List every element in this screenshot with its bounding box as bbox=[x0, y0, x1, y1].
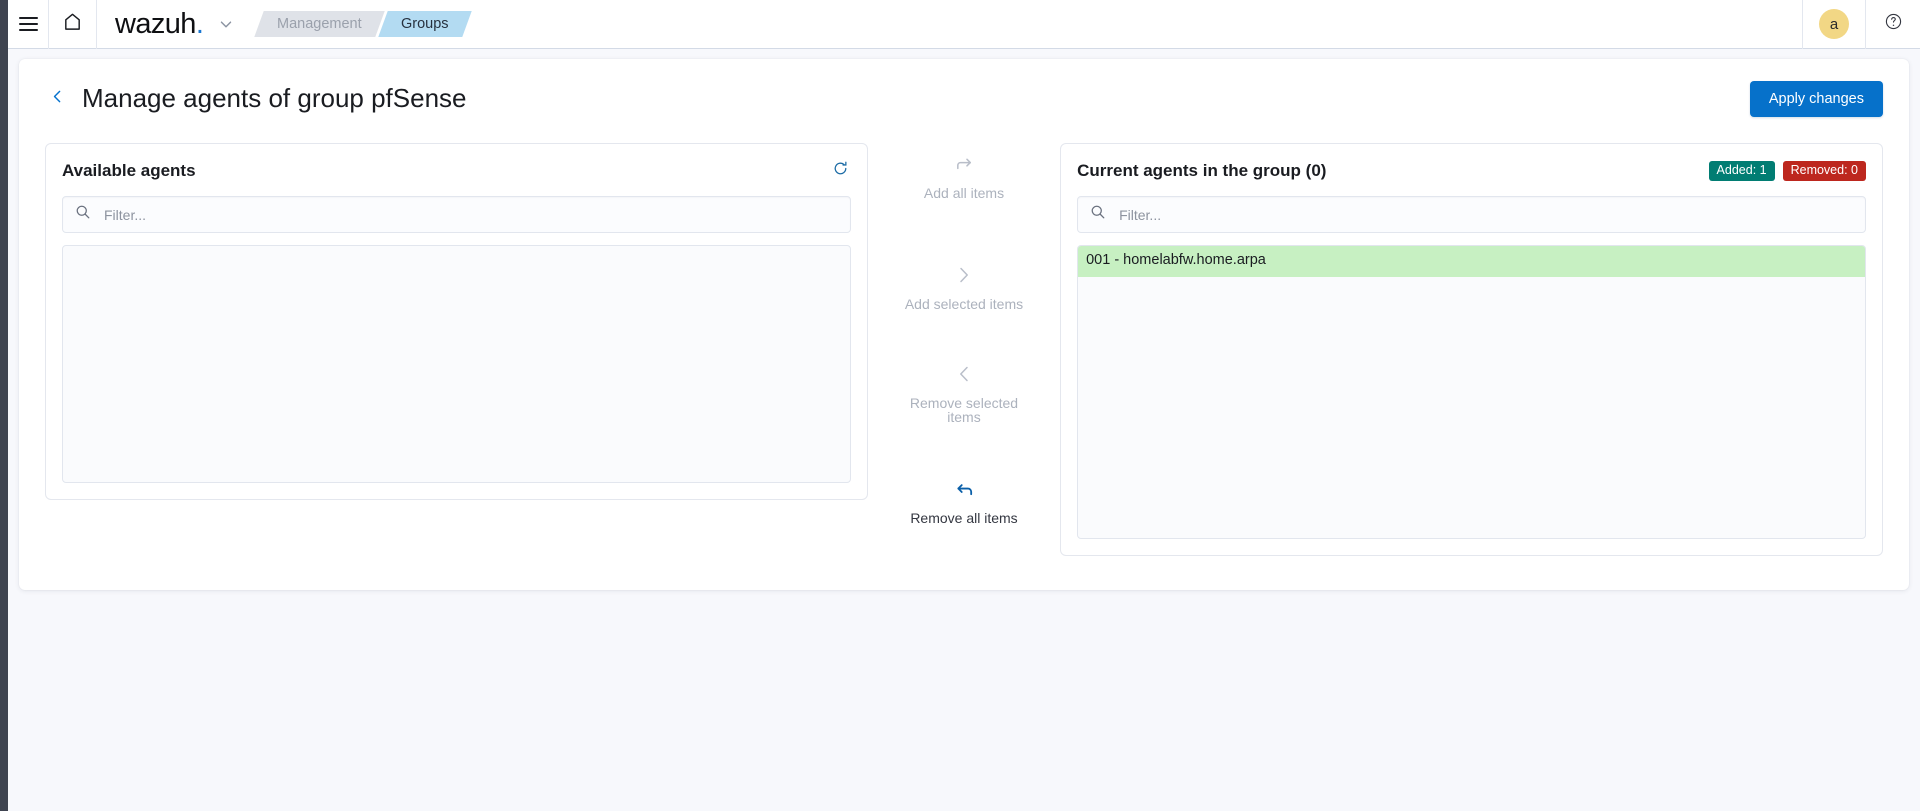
home-icon bbox=[62, 11, 83, 37]
breadcrumb: Management Groups bbox=[254, 11, 472, 37]
collapsed-nav-rail bbox=[0, 0, 8, 811]
available-agents-panel: Available agents bbox=[45, 143, 868, 500]
avatar: a bbox=[1819, 9, 1849, 39]
status-badge-removed: Removed: 0 bbox=[1782, 161, 1866, 181]
add-selected-items-button[interactable]: Add selected items bbox=[895, 262, 1033, 311]
list-item[interactable]: 001 - homelabfw.home.arpa bbox=[1078, 246, 1865, 277]
arrow-undo-icon bbox=[954, 476, 975, 502]
search-icon bbox=[75, 204, 91, 225]
current-agents-list[interactable]: 001 - homelabfw.home.arpa bbox=[1077, 245, 1866, 539]
available-agents-title: Available agents bbox=[62, 161, 196, 180]
help-circle-icon bbox=[1884, 12, 1903, 36]
wazuh-wordmark: wazuh. bbox=[115, 7, 204, 40]
change-badges: Added: 1 Removed: 0 bbox=[1708, 161, 1866, 181]
remove-selected-items-button[interactable]: Remove selected items bbox=[895, 361, 1033, 424]
hamburger-menu-button[interactable] bbox=[0, 0, 49, 49]
available-agents-filter-input[interactable] bbox=[102, 197, 838, 232]
user-menu-button[interactable]: a bbox=[1803, 0, 1865, 49]
wazuh-logo[interactable]: wazuh. bbox=[97, 0, 247, 49]
status-badge-added: Added: 1 bbox=[1708, 161, 1775, 181]
home-button[interactable] bbox=[49, 0, 97, 49]
add-selected-items-label: Add selected items bbox=[904, 296, 1024, 312]
help-button[interactable] bbox=[1866, 0, 1920, 49]
chevron-right-icon bbox=[953, 262, 975, 288]
page-body: Manage agents of group pfSense Apply cha… bbox=[8, 49, 1920, 811]
chevron-left-icon bbox=[953, 361, 975, 387]
content-panel: Manage agents of group pfSense Apply cha… bbox=[19, 59, 1909, 590]
header-right-actions: a bbox=[1802, 0, 1920, 49]
remove-all-items-button[interactable]: Remove all items bbox=[895, 476, 1033, 525]
current-agents-header: Current agents in the group (0) Added: 1… bbox=[1077, 158, 1866, 184]
chevron-down-icon[interactable] bbox=[217, 15, 235, 33]
search-icon bbox=[1090, 204, 1106, 225]
available-agents-filter[interactable] bbox=[62, 196, 851, 233]
page-title-row: Manage agents of group pfSense Apply cha… bbox=[45, 81, 1883, 117]
current-agents-filter-input[interactable] bbox=[1117, 197, 1853, 232]
breadcrumb-item-groups[interactable]: Groups bbox=[378, 11, 472, 37]
breadcrumb-item-management[interactable]: Management bbox=[254, 11, 385, 37]
refresh-icon bbox=[832, 160, 849, 182]
hamburger-menu-icon bbox=[18, 17, 38, 31]
available-agents-header: Available agents bbox=[62, 158, 851, 184]
current-agents-filter[interactable] bbox=[1077, 196, 1866, 233]
add-all-items-label: Add all items bbox=[923, 185, 1005, 201]
agents-transfer-widget: Available agents bbox=[45, 143, 1883, 556]
current-agents-panel: Current agents in the group (0) Added: 1… bbox=[1060, 143, 1883, 556]
header-divider bbox=[1865, 0, 1866, 49]
current-agents-title: Current agents in the group (0) bbox=[1077, 161, 1327, 180]
global-header: wazuh. Management Groups a bbox=[0, 0, 1920, 49]
remove-all-items-label: Remove all items bbox=[910, 510, 1018, 526]
arrow-forward-icon bbox=[954, 151, 975, 177]
apply-changes-button[interactable]: Apply changes bbox=[1749, 81, 1883, 117]
chevron-left-icon bbox=[49, 88, 66, 110]
available-agents-list[interactable] bbox=[62, 245, 851, 483]
add-all-items-button[interactable]: Add all items bbox=[895, 151, 1033, 200]
page-title: Manage agents of group pfSense bbox=[82, 83, 467, 114]
transfer-controls: Add all items Add selected items bbox=[868, 143, 1060, 525]
refresh-button[interactable] bbox=[830, 158, 851, 184]
back-button[interactable] bbox=[45, 84, 76, 114]
header-divider bbox=[1802, 0, 1803, 49]
remove-selected-items-label: Remove selected items bbox=[909, 395, 1019, 425]
